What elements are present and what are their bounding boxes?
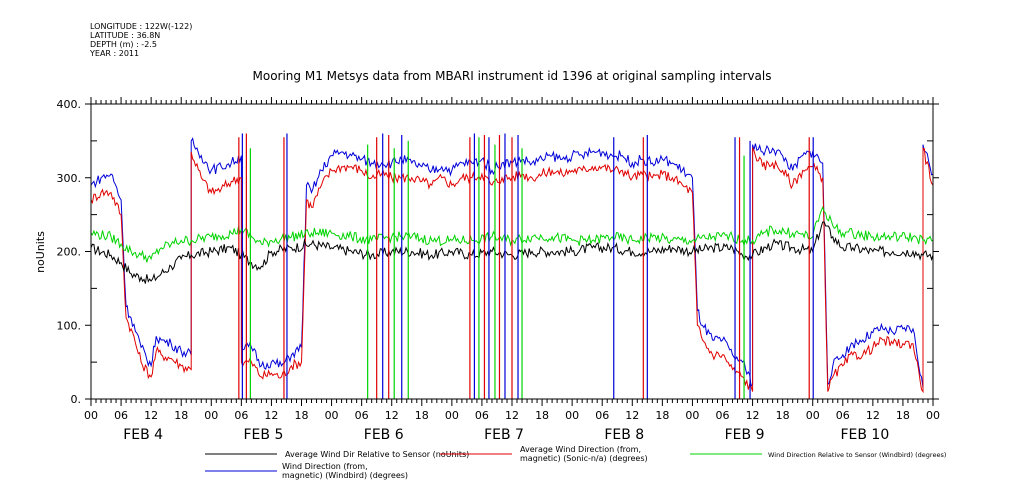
x-tick-label: 12 — [144, 409, 158, 422]
x-tick-label: 06 — [234, 409, 248, 422]
day-label: FEB 5 — [243, 427, 283, 443]
x-tick-label: 12 — [866, 409, 880, 422]
x-tick-label: 12 — [505, 409, 519, 422]
legend-label: Wind Direction Relative to Sensor (Windb… — [768, 451, 946, 459]
x-tick-label: 00 — [204, 409, 218, 422]
x-tick-label: 12 — [625, 409, 639, 422]
x-tick-label: 00 — [685, 409, 699, 422]
day-label: FEB 10 — [840, 427, 889, 443]
x-tick-label: 00 — [926, 409, 940, 422]
day-label: FEB 9 — [725, 427, 765, 443]
y-tick-label: 100. — [57, 319, 82, 332]
y-tick-label: 300. — [57, 172, 82, 185]
x-tick-label: 18 — [896, 409, 910, 422]
y-tick-label: 400. — [57, 98, 82, 111]
year-line: YEAR : 2011 — [90, 49, 140, 58]
x-tick-label: 18 — [655, 409, 669, 422]
x-tick-label: 18 — [415, 409, 429, 422]
x-tick-label: 18 — [174, 409, 188, 422]
axes: 0. 100. 200. 300. 400. 00 06 12 18 00 06 12 18 00 06 12… — [57, 97, 940, 443]
y-axis-label: noUnits — [34, 231, 47, 273]
y-tick-label: 0. — [71, 393, 82, 406]
legend-label: magnetic) (Windbird) (degrees) — [282, 471, 408, 480]
x-tick-label: 06 — [716, 409, 730, 422]
x-tick-label: 06 — [836, 409, 850, 422]
legend-label: magnetic) (Sonic-n/a) (degrees) — [520, 454, 648, 463]
legend-label: Average Wind Direction (from, — [520, 445, 641, 454]
series-line-red — [91, 146, 933, 394]
series-line-blue — [91, 137, 933, 388]
legend-label: Wind Direction (from, — [282, 462, 368, 471]
x-tick-label: 00 — [325, 409, 339, 422]
x-tick-label: 00 — [445, 409, 459, 422]
x-tick-label: 12 — [746, 409, 760, 422]
longitude-line: LONGITUDE : 122W(-122) — [90, 22, 193, 31]
x-tick-label: 12 — [264, 409, 278, 422]
day-label: FEB 8 — [604, 427, 644, 443]
x-tick-label: 18 — [776, 409, 790, 422]
x-tick-label: 12 — [385, 409, 399, 422]
x-tick-label: 06 — [355, 409, 369, 422]
x-tick-label: 18 — [295, 409, 309, 422]
x-tick-label: 00 — [84, 409, 98, 422]
spike-layer — [238, 133, 814, 399]
day-label: FEB 7 — [484, 427, 524, 443]
y-tick-label: 200. — [57, 246, 82, 259]
x-tick-label: 06 — [475, 409, 489, 422]
legend: Average Wind Dir Relative to Sensor (noU… — [205, 445, 946, 480]
x-tick-label: 18 — [535, 409, 549, 422]
mooring-metadata: LONGITUDE : 122W(-122) LATITUDE : 36.8N … — [90, 22, 192, 58]
x-tick-label: 06 — [114, 409, 128, 422]
day-label: FEB 4 — [123, 427, 163, 443]
x-tick-label: 00 — [565, 409, 579, 422]
latitude-line: LATITUDE : 36.8N — [90, 31, 161, 40]
chart-title: Mooring M1 Metsys data from MBARI instru… — [253, 69, 772, 83]
x-tick-label: 00 — [806, 409, 820, 422]
depth-line: DEPTH (m) : -2.5 — [90, 40, 157, 49]
day-label: FEB 6 — [364, 427, 404, 443]
legend-label: Average Wind Dir Relative to Sensor (noU… — [285, 450, 469, 459]
x-tick-label: 06 — [595, 409, 609, 422]
